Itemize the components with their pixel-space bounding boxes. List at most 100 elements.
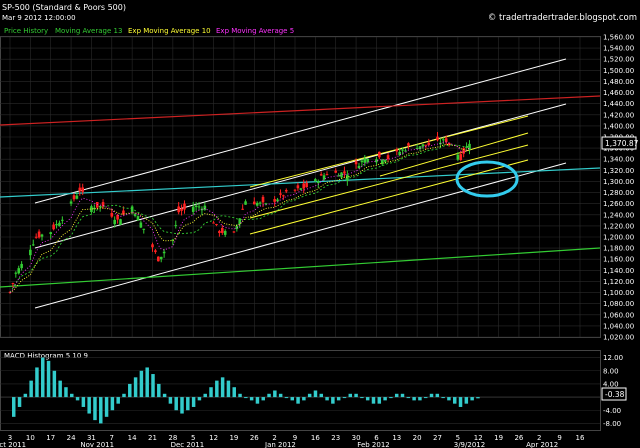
x-day-label: 17 [46, 434, 55, 442]
macd-bar [203, 393, 207, 398]
macd-tick-label: -4.00 [603, 407, 621, 415]
x-month-label: Apr 2012 [526, 441, 558, 448]
candle-body [305, 182, 308, 188]
macd-bar [186, 397, 190, 411]
macd-bar [435, 393, 440, 398]
candle-body [407, 143, 410, 146]
red-resistance-line [0, 95, 601, 126]
macd-bar [255, 397, 260, 404]
x-day-label: 28 [168, 434, 177, 442]
macd-bar [377, 397, 382, 404]
yellow-mid-line [249, 144, 529, 219]
price-axis: 1,560.00 1,540.00 1,520.00 1,500.00 1,480.00… [603, 34, 634, 342]
candle-body [34, 236, 38, 238]
middle-channel-line [34, 103, 567, 249]
x-day-label: 2 [272, 434, 276, 442]
candle-body [456, 154, 460, 160]
candle-body [255, 202, 259, 206]
macd-bar [12, 397, 16, 417]
macd-bar [93, 397, 97, 421]
macd-bar [128, 383, 132, 398]
candle-body [337, 175, 340, 177]
macd-tick-label: 8.00 [603, 367, 619, 375]
candle-body [162, 251, 166, 254]
macd-bar [394, 393, 399, 398]
x-month-label: Nov 2011 [80, 441, 114, 448]
candle-body [49, 232, 53, 235]
macd-tick-label: -8.00 [603, 420, 621, 428]
x-day-label: 13 [392, 434, 401, 442]
price-grid [0, 36, 600, 338]
candle-body [52, 224, 55, 230]
macd-bar [75, 397, 80, 401]
macd-bar [41, 357, 45, 398]
macd-bar [336, 397, 341, 401]
candle-body [81, 187, 85, 192]
macd-bar [116, 397, 120, 404]
candle-body [69, 201, 73, 204]
macd-bar [110, 397, 115, 411]
macd-bar [244, 397, 248, 399]
candle-body [360, 160, 364, 163]
candle-body [159, 256, 163, 260]
macd-bar [29, 380, 33, 398]
candle-body [296, 185, 300, 189]
macd-bar [348, 393, 353, 398]
macd-bar [331, 397, 335, 404]
candle-body [90, 206, 93, 212]
macd-bar [429, 393, 434, 398]
macd-bar [180, 397, 184, 414]
price-tick-label: 1,040.00 [603, 322, 634, 330]
highlight-circle [455, 160, 519, 198]
candle-body [244, 201, 247, 205]
x-day-label: 19 [229, 434, 238, 442]
candle-body [264, 203, 268, 205]
macd-bar [470, 397, 474, 401]
candle-body [334, 170, 338, 173]
macd-last-value: -0.38 [605, 390, 625, 399]
candle-body [203, 205, 207, 210]
candle-body [357, 165, 361, 169]
legend-exp-moving-average-5: Exp Moving Average 5 [216, 27, 294, 35]
candle-body [415, 147, 419, 149]
macd-bar [139, 370, 144, 398]
x-day-label: 6 [374, 434, 379, 442]
candle-body [133, 214, 137, 216]
candle-body [37, 231, 41, 238]
macd-last-box [601, 387, 627, 401]
candle-body [299, 188, 303, 190]
macd-bar [325, 397, 329, 401]
yellow-short-line [379, 132, 529, 177]
x-day-label: 16 [311, 434, 320, 442]
macd-bar [64, 387, 68, 398]
macd-bar [238, 393, 242, 398]
green-support-line [0, 247, 601, 288]
price-tick-label: 1,500.00 [603, 67, 634, 75]
candle-body [421, 144, 425, 147]
candle-body [241, 208, 244, 210]
candle-body [343, 171, 346, 174]
x-day-label: 31 [87, 434, 96, 442]
macd-bar [342, 397, 347, 399]
macd-bar [145, 367, 149, 398]
x-day-label: 21 [148, 434, 157, 442]
candle-body [401, 149, 404, 151]
legend-price-history: Price History [4, 27, 48, 35]
candle-body [180, 208, 183, 211]
candle-body [258, 202, 262, 204]
candle-body [447, 142, 451, 145]
ma13-line [9, 144, 470, 293]
macd-tick-label: 12.00 [603, 354, 623, 362]
macd-bar [406, 397, 411, 399]
price-tick-label: 1,400.00 [603, 122, 634, 130]
candle-body [325, 174, 329, 176]
candle-body [215, 224, 218, 226]
candle-body [252, 201, 256, 205]
x-day-label: 9 [557, 434, 561, 442]
candle-body [151, 244, 154, 248]
candle-body [442, 139, 445, 141]
yellow-upper-line [249, 115, 529, 188]
macd-title: MACD Histogram 5 10 9 [4, 352, 88, 360]
price-panel-frame [0, 36, 601, 338]
macd-bar [249, 397, 254, 401]
